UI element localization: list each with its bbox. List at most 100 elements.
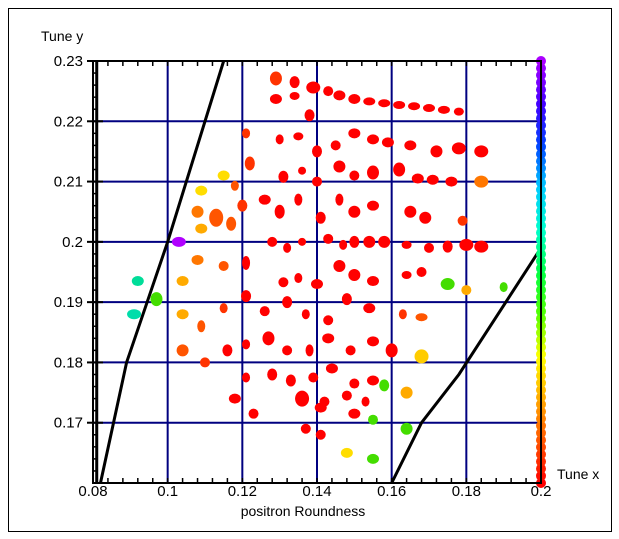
- data-point: [348, 408, 361, 419]
- data-point: [323, 86, 334, 97]
- resonance-line: [99, 60, 226, 484]
- data-point: [258, 194, 271, 205]
- data-point: [333, 160, 346, 173]
- data-point: [325, 363, 338, 374]
- resonance-line: [390, 247, 543, 484]
- data-point: [304, 109, 315, 122]
- data-point: [379, 379, 390, 392]
- data-point: [171, 236, 186, 247]
- x-tick-labels: 0.08 0.1 0.12 0.14 0.16 0.18 0.2: [78, 483, 551, 500]
- data-point: [339, 239, 348, 250]
- data-point: [237, 199, 248, 212]
- data-point: [262, 331, 275, 346]
- data-point: [368, 414, 378, 425]
- data-point: [269, 93, 282, 104]
- data-point: [222, 344, 233, 357]
- data-point: [282, 296, 293, 309]
- data-point: [474, 145, 489, 158]
- y-tick-label: 0.19: [54, 294, 83, 311]
- data-point: [298, 237, 307, 246]
- data-point: [363, 97, 376, 106]
- data-point: [294, 273, 303, 284]
- data-point: [400, 422, 413, 435]
- data-point: [209, 208, 224, 227]
- data-point: [230, 180, 239, 191]
- data-point: [241, 290, 252, 303]
- data-point: [367, 375, 379, 386]
- data-point: [219, 303, 228, 314]
- data-point: [442, 240, 453, 253]
- data-point: [333, 90, 346, 101]
- data-point: [474, 175, 489, 188]
- data-point: [453, 107, 464, 116]
- x-tick-label: 0.16: [377, 483, 406, 500]
- data-point: [283, 242, 292, 253]
- data-point: [242, 339, 251, 350]
- data-point: [349, 378, 360, 389]
- x-axis-end-label: Tune x: [557, 466, 599, 482]
- x-tick-label: 0.2: [531, 483, 552, 500]
- data-point: [289, 91, 300, 100]
- data-point: [195, 185, 208, 196]
- data-point: [176, 276, 189, 287]
- data-point: [298, 166, 307, 175]
- y-tick-label: 0.18: [54, 354, 83, 371]
- data-point: [411, 173, 424, 184]
- data-point: [308, 372, 319, 383]
- data-point: [341, 293, 352, 306]
- x-tick-label: 0.12: [228, 483, 257, 500]
- data-point: [363, 303, 376, 314]
- data-point: [267, 236, 278, 247]
- y-tick-label: 0.23: [54, 53, 83, 70]
- data-point: [419, 211, 432, 224]
- data-point: [415, 313, 428, 322]
- x-axis-label: positron Roundness: [241, 503, 366, 519]
- data-point: [385, 343, 398, 358]
- data-point: [295, 390, 310, 407]
- data-point: [381, 137, 394, 148]
- data-point: [242, 255, 251, 270]
- y-tick-label: 0.21: [54, 174, 83, 191]
- data-point: [278, 277, 289, 288]
- data-point: [393, 101, 406, 110]
- data-point: [274, 204, 285, 219]
- data-point: [306, 81, 321, 94]
- data-point: [341, 390, 352, 401]
- data-point: [440, 278, 455, 291]
- data-point: [367, 276, 379, 287]
- x-tick-label: 0.08: [78, 483, 107, 500]
- data-point: [323, 315, 334, 326]
- data-point: [367, 336, 379, 347]
- data-point: [404, 140, 417, 151]
- data-point: [333, 259, 346, 272]
- data-point: [278, 170, 289, 183]
- data-point: [445, 176, 458, 187]
- data-point: [242, 128, 251, 139]
- data-point: [191, 205, 204, 218]
- data-point: [301, 309, 310, 320]
- data-point: [226, 216, 237, 231]
- data-point: [131, 276, 144, 287]
- x-tick-label: 0.18: [452, 483, 481, 500]
- data-point: [378, 99, 391, 108]
- data-point: [289, 76, 300, 89]
- data-point: [282, 345, 293, 356]
- data-point: [269, 71, 282, 86]
- chart-frame: 0.17 0.18 0.19 0.2 0.21 0.22 0.23 0.08 0.1 0.12 0…: [8, 8, 612, 532]
- data-point: [378, 235, 391, 248]
- data-point: [293, 132, 304, 141]
- data-point: [312, 176, 322, 187]
- data-point: [330, 140, 341, 151]
- data-point: [414, 349, 429, 364]
- data-point: [437, 105, 450, 114]
- data-point: [416, 267, 427, 277]
- data-point: [393, 162, 406, 177]
- data-point: [242, 372, 251, 383]
- data-point: [218, 260, 229, 271]
- data-point: [499, 282, 508, 293]
- data-point: [244, 156, 255, 171]
- data-point: [176, 309, 189, 320]
- resonance-lines: [95, 60, 543, 484]
- data-point: [197, 320, 206, 333]
- x-tick-label: 0.1: [157, 483, 178, 500]
